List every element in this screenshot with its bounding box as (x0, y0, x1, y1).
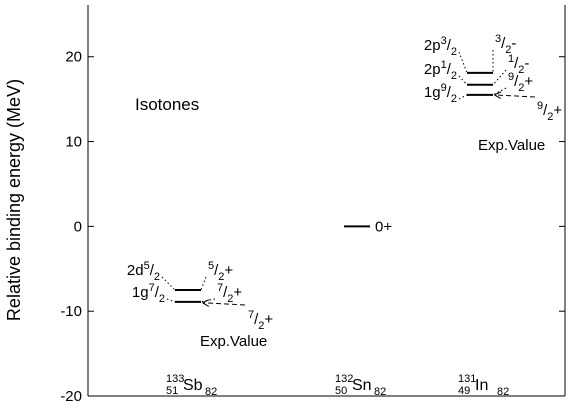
nucleus-n: 82 (205, 386, 217, 398)
orbital-label-part: / (150, 262, 155, 279)
nucleus-n: 82 (374, 386, 386, 398)
orbital-label: 1g9/2 (424, 82, 457, 105)
orbital-label-part: 3 (441, 35, 447, 47)
orbital-label-part: 7 (149, 282, 155, 294)
orbital-label-part: 2 (159, 293, 165, 305)
spin-label-part: 2 (518, 64, 524, 76)
y-tick-label: 20 (65, 49, 82, 66)
connector (458, 75, 468, 86)
orbital-label-part: 2 (451, 93, 457, 105)
exp-spin-label-part: + (553, 102, 562, 119)
exp-spin-label-part: + (264, 311, 273, 328)
orbital-label-part: 2 (154, 271, 160, 283)
spin-label-part: 2 (227, 293, 233, 305)
spin-label-part: 2 (518, 82, 524, 94)
exp-spin-label: 7/2+ (248, 309, 273, 332)
spin-label: 9/2+ (508, 71, 533, 94)
spin-label-part: + (524, 73, 533, 90)
y-axis-label: Relative binding energy (MeV) (4, 79, 24, 321)
nucleus-symbol: Sb (183, 377, 203, 394)
connector (200, 298, 216, 303)
orbital-label-part: 1 (441, 59, 447, 71)
spin-label-part: - (524, 55, 529, 72)
nucleus-mass: 132 (335, 373, 353, 385)
connector (458, 51, 468, 74)
spin-label: 3/2- (495, 33, 516, 56)
orbital-label-part: 1g (424, 84, 441, 101)
exp-spin-label: 9/2+ (537, 100, 562, 123)
exp-label: Exp.Value (200, 333, 267, 350)
nucleus-mass: 133 (166, 373, 184, 385)
exp-spin-label-part: 9 (537, 100, 543, 112)
orbital-label-part: 2p (424, 37, 441, 54)
spin-label-part: 3 (495, 33, 501, 45)
orbital-label-part: / (447, 37, 452, 54)
nucleus-z: 51 (166, 385, 178, 397)
spin-label-part: / (223, 284, 228, 301)
annotation: Isotones (135, 95, 199, 114)
connector (200, 276, 207, 291)
spin-label-part: 2 (505, 44, 511, 56)
exp-label: Exp.Value (478, 137, 545, 154)
spin-label-part: / (501, 35, 506, 52)
exp-arrow (203, 303, 246, 305)
y-tick-label: 10 (65, 134, 82, 151)
nucleus-n: 82 (497, 386, 509, 398)
nucleus-symbol: Sn (352, 377, 372, 394)
spin-label-part: / (214, 262, 219, 279)
spin-label-part: - (511, 35, 516, 52)
spin-label-part: / (514, 73, 519, 90)
spin-label-part: + (224, 262, 233, 279)
orbital-label-part: 2d (127, 262, 144, 279)
orbital-label-part: / (447, 84, 452, 101)
exp-spin-label-part: 2 (258, 320, 264, 332)
orbital-label-part: / (155, 284, 160, 301)
axes (87, 5, 566, 397)
y-tick-label: -20 (60, 388, 82, 405)
spin-label: 7/2+ (217, 282, 242, 305)
nucleus-z: 49 (458, 385, 470, 397)
level-label: 0+ (375, 218, 392, 235)
y-tick-label: -10 (60, 303, 82, 320)
orbital-label: 2p3/2 (424, 35, 457, 58)
y-tick-label: 0 (74, 218, 82, 235)
exp-arrow (495, 95, 536, 97)
orbital-label-part: 2 (451, 70, 457, 82)
orbital-label-part: 2p (424, 61, 441, 78)
spin-label-part: 7 (217, 282, 223, 294)
connector (492, 69, 507, 86)
exp-spin-label-part: / (254, 311, 259, 328)
nucleus-symbol: In (475, 377, 488, 394)
spin-label-part: / (514, 55, 519, 72)
exp-spin-label-part: 2 (547, 111, 553, 123)
orbital-label: 2p1/2 (424, 59, 457, 82)
spin-label-part: 5 (208, 260, 214, 272)
spin-label-part: + (233, 284, 242, 301)
exp-spin-label-part: / (543, 102, 548, 119)
connector (492, 87, 507, 96)
spin-label-part: 2 (218, 271, 224, 283)
spin-label-part: 1 (508, 53, 514, 65)
orbital-label: 1g7/2 (132, 282, 165, 305)
orbital-label-part: 5 (144, 260, 150, 272)
nucleus-z: 50 (335, 385, 347, 397)
connector (458, 94, 468, 100)
orbital-label: 2d5/2 (127, 260, 160, 283)
orbital-label-part: 2 (451, 46, 457, 58)
spin-label-part: 9 (508, 71, 514, 83)
connector (161, 276, 176, 291)
spin-label: 1/2- (508, 53, 529, 76)
exp-spin-label-part: 7 (248, 309, 254, 321)
orbital-label-part: / (447, 61, 452, 78)
nucleus-mass: 131 (458, 373, 476, 385)
connector (166, 298, 176, 303)
orbital-label-part: 1g (132, 284, 149, 301)
spin-label: 5/2+ (208, 260, 233, 283)
orbital-label-part: 9 (441, 82, 447, 94)
